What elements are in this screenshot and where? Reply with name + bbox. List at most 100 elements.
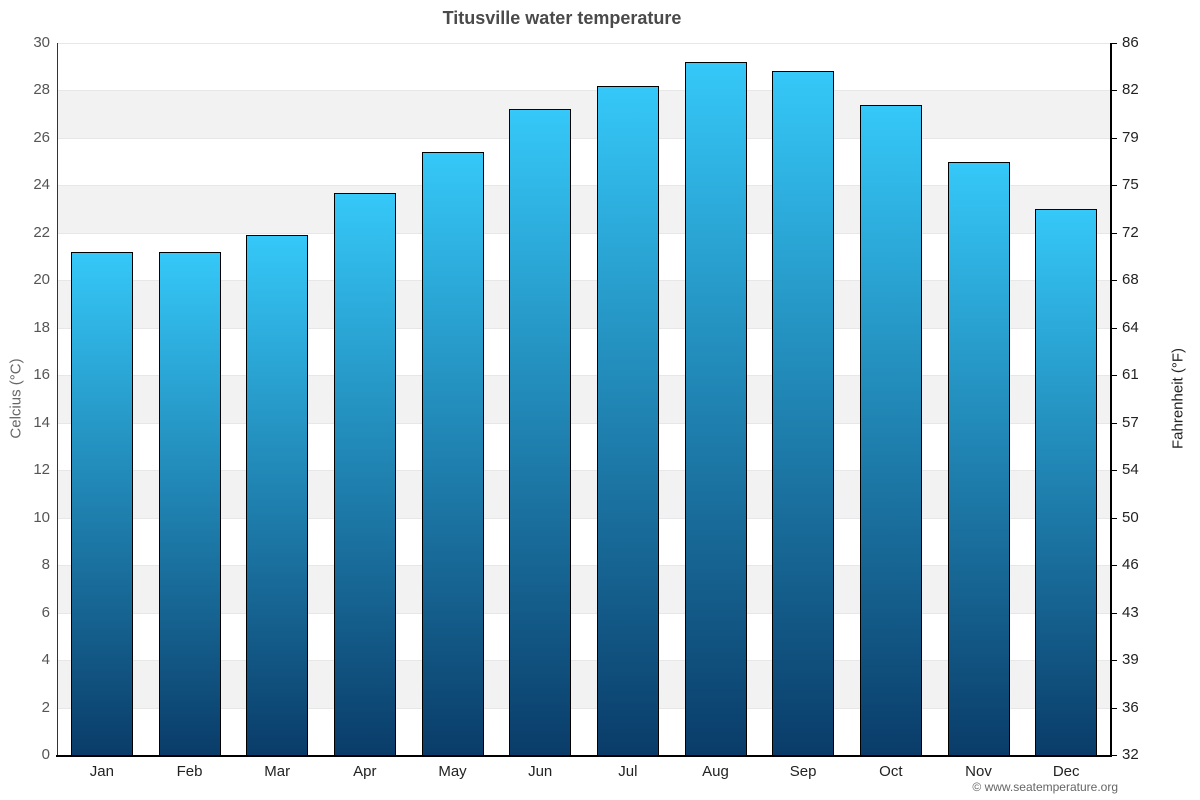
- celsius-tick-label: 22: [33, 223, 50, 241]
- gridline: [58, 660, 1110, 662]
- celsius-tick-label: 0: [41, 746, 50, 763]
- x-tick-label-sep: Sep: [789, 763, 817, 780]
- fahrenheit-tick-label: 57: [1122, 413, 1139, 431]
- fahrenheit-tick-label: 39: [1122, 651, 1139, 669]
- grid-band: [58, 43, 1110, 91]
- fahrenheit-tick-mark: [1111, 90, 1117, 92]
- gridline: [58, 422, 1110, 424]
- fahrenheit-tick-label: 68: [1122, 271, 1139, 289]
- grid-band: [58, 90, 1110, 138]
- left-axis-line: [57, 43, 58, 757]
- grid-band: [58, 707, 1110, 755]
- fahrenheit-tick-mark: [1111, 185, 1117, 187]
- gridline: [58, 612, 1110, 614]
- x-tick-label-aug: Aug: [702, 763, 729, 780]
- grid-band: [58, 232, 1110, 281]
- fahrenheit-tick-mark: [1111, 707, 1117, 709]
- fahrenheit-tick-label: 72: [1122, 223, 1139, 241]
- fahrenheit-tick-label: 54: [1122, 461, 1139, 479]
- celsius-tick-label: 18: [33, 318, 50, 336]
- fahrenheit-tick-mark: [1111, 422, 1117, 424]
- celsius-tick-label: 4: [41, 651, 50, 669]
- gridline: [58, 565, 1110, 567]
- grid-band: [58, 280, 1110, 328]
- gridline: [58, 375, 1110, 377]
- grid-band: [58, 470, 1110, 518]
- x-tick-label-jan: Jan: [89, 763, 114, 780]
- x-tick-label-feb: Feb: [176, 763, 203, 780]
- grid-band: [58, 327, 1110, 376]
- celsius-tick-label: 30: [33, 34, 50, 51]
- grid-band: [58, 422, 1110, 471]
- gridline: [58, 185, 1110, 187]
- temperature-bar-may[interactable]: [421, 152, 484, 755]
- fahrenheit-tick-mark: [1111, 517, 1117, 519]
- celsius-tick-label: 28: [33, 81, 50, 99]
- gridline: [58, 232, 1110, 234]
- grid-band: [58, 375, 1110, 423]
- fahrenheit-tick-mark: [1111, 280, 1117, 282]
- gridline: [58, 90, 1110, 92]
- temperature-bar-mar[interactable]: [246, 235, 309, 755]
- temperature-bar-oct[interactable]: [859, 104, 922, 755]
- temperature-bar-jan[interactable]: [70, 251, 133, 755]
- x-tick-label-apr: Apr: [353, 763, 377, 780]
- gridline: [58, 280, 1110, 282]
- celsius-tick-label: 8: [41, 556, 50, 574]
- celsius-tick-label: 12: [33, 461, 50, 479]
- gridline: [58, 707, 1110, 709]
- celsius-tick-label: 2: [41, 698, 50, 716]
- right-axis-line: [1110, 43, 1112, 757]
- grid-band: [58, 517, 1110, 566]
- fahrenheit-tick-label: 79: [1122, 128, 1139, 146]
- x-tick-label-may: May: [438, 763, 467, 780]
- grid-band: [58, 565, 1110, 613]
- copyright: © www.seatemperature.org: [972, 780, 1118, 794]
- fahrenheit-tick-mark: [1111, 470, 1117, 472]
- fahrenheit-tick-label: 82: [1122, 81, 1139, 99]
- fahrenheit-tick-mark: [1111, 660, 1117, 662]
- grid-band: [58, 185, 1110, 233]
- fahrenheit-tick-mark: [1111, 327, 1117, 329]
- celsius-axis-title: Celcius (°C): [7, 358, 25, 439]
- chart-title: Titusville water temperature: [442, 8, 682, 28]
- fahrenheit-tick-label: 50: [1122, 508, 1139, 526]
- temperature-bar-nov[interactable]: [947, 161, 1010, 755]
- temperature-bar-feb[interactable]: [158, 251, 221, 755]
- fahrenheit-tick-label: 64: [1122, 318, 1139, 336]
- temperature-bar-dec[interactable]: [1035, 209, 1098, 755]
- fahrenheit-axis-title: Fahrenheit (°F): [1169, 347, 1187, 450]
- gridline: [58, 43, 1110, 44]
- grid-band: [58, 137, 1110, 186]
- temperature-bar-sep[interactable]: [772, 71, 835, 755]
- temperature-bar-aug[interactable]: [684, 61, 747, 755]
- grid-band: [58, 612, 1110, 661]
- celsius-tick-label: 20: [33, 271, 50, 289]
- fahrenheit-tick-mark: [1111, 612, 1117, 614]
- celsius-tick-label: 6: [41, 603, 50, 621]
- temperature-bar-jul[interactable]: [596, 85, 659, 755]
- celsius-tick-label: 26: [33, 128, 50, 146]
- fahrenheit-tick-label: 32: [1122, 746, 1139, 763]
- x-tick-label-nov: Nov: [965, 763, 992, 780]
- fahrenheit-tick-label: 86: [1122, 34, 1139, 51]
- x-tick-label-jun: Jun: [528, 763, 553, 780]
- bottom-axis-line: [56, 755, 1112, 757]
- fahrenheit-tick-label: 61: [1122, 366, 1139, 384]
- temperature-bar-jun[interactable]: [509, 109, 572, 755]
- celsius-tick-label: 10: [33, 508, 50, 526]
- gridline: [58, 327, 1110, 329]
- x-tick-label-dec: Dec: [1052, 763, 1080, 780]
- grid-band: [58, 660, 1110, 708]
- fahrenheit-tick-label: 36: [1122, 698, 1139, 716]
- gridline: [58, 137, 1110, 139]
- fahrenheit-tick-mark: [1111, 755, 1117, 756]
- temperature-bar-apr[interactable]: [333, 192, 396, 755]
- x-tick-label-jul: Jul: [618, 763, 638, 780]
- fahrenheit-tick-mark: [1111, 565, 1117, 567]
- celsius-tick-label: 24: [33, 176, 50, 194]
- celsius-tick-label: 16: [33, 366, 50, 384]
- fahrenheit-tick-label: 46: [1122, 556, 1139, 574]
- gridline: [58, 470, 1110, 472]
- fahrenheit-tick-mark: [1111, 137, 1117, 139]
